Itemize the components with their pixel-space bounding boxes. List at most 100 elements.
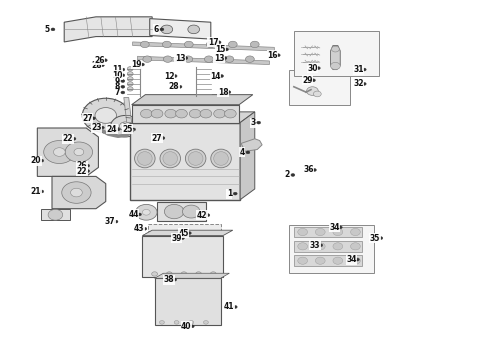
Text: 41: 41	[224, 302, 235, 311]
Polygon shape	[155, 273, 229, 278]
Circle shape	[160, 28, 164, 31]
Polygon shape	[241, 139, 262, 151]
Text: 26: 26	[94, 56, 105, 65]
Circle shape	[95, 108, 117, 123]
Text: 44: 44	[128, 210, 139, 219]
Circle shape	[379, 237, 383, 239]
Circle shape	[152, 272, 158, 276]
Circle shape	[166, 272, 172, 276]
Circle shape	[161, 25, 172, 34]
Circle shape	[161, 136, 165, 139]
Circle shape	[196, 272, 201, 276]
Circle shape	[189, 109, 201, 118]
Circle shape	[162, 41, 171, 48]
Text: 11: 11	[112, 65, 122, 74]
Polygon shape	[331, 45, 340, 69]
Text: 16: 16	[267, 51, 278, 60]
Circle shape	[120, 122, 131, 131]
Polygon shape	[138, 56, 270, 64]
Polygon shape	[294, 255, 362, 266]
Polygon shape	[143, 230, 233, 235]
Circle shape	[71, 188, 82, 197]
Circle shape	[141, 109, 152, 118]
Polygon shape	[37, 128, 98, 176]
Circle shape	[233, 192, 237, 195]
Circle shape	[350, 243, 360, 250]
Circle shape	[40, 159, 44, 162]
Ellipse shape	[160, 149, 180, 168]
Circle shape	[138, 213, 142, 216]
Polygon shape	[157, 202, 206, 221]
Text: 34: 34	[329, 223, 340, 232]
Circle shape	[331, 46, 339, 52]
Circle shape	[181, 272, 187, 276]
Polygon shape	[64, 17, 152, 42]
Text: 22: 22	[76, 167, 87, 176]
Bar	[289, 225, 374, 273]
Text: 15: 15	[216, 45, 226, 54]
Circle shape	[333, 228, 343, 235]
Polygon shape	[130, 112, 255, 123]
Circle shape	[190, 325, 194, 328]
Circle shape	[173, 75, 177, 77]
Polygon shape	[132, 95, 253, 105]
Circle shape	[103, 59, 107, 62]
Polygon shape	[124, 98, 132, 123]
Circle shape	[92, 117, 96, 120]
Circle shape	[127, 72, 133, 76]
Circle shape	[127, 67, 133, 71]
Text: 34: 34	[346, 255, 357, 264]
Circle shape	[100, 126, 104, 129]
Ellipse shape	[185, 149, 206, 168]
Text: 30: 30	[307, 64, 318, 73]
Circle shape	[312, 79, 316, 82]
Circle shape	[53, 148, 65, 156]
Text: 12: 12	[164, 72, 174, 81]
Text: 25: 25	[122, 125, 133, 134]
Text: 28: 28	[169, 82, 179, 91]
Text: 28: 28	[91, 61, 102, 70]
Circle shape	[355, 258, 359, 261]
Ellipse shape	[211, 149, 231, 168]
Text: 43: 43	[134, 224, 144, 233]
Circle shape	[165, 109, 176, 118]
Circle shape	[163, 56, 172, 62]
Circle shape	[220, 75, 223, 77]
Circle shape	[333, 257, 343, 264]
Circle shape	[51, 28, 55, 31]
Text: 39: 39	[172, 234, 182, 243]
Circle shape	[175, 109, 187, 118]
Circle shape	[172, 230, 183, 239]
Text: 21: 21	[30, 187, 41, 196]
Circle shape	[298, 228, 308, 235]
Text: 13: 13	[175, 54, 185, 63]
Ellipse shape	[214, 152, 228, 165]
Circle shape	[314, 91, 321, 97]
Circle shape	[313, 168, 317, 171]
Circle shape	[210, 272, 216, 276]
Circle shape	[184, 41, 193, 48]
Text: 20: 20	[30, 156, 41, 165]
Circle shape	[86, 170, 90, 172]
Circle shape	[184, 57, 188, 59]
Bar	[289, 69, 350, 105]
Bar	[294, 31, 379, 76]
Text: 26: 26	[76, 161, 87, 170]
Circle shape	[159, 320, 164, 324]
Circle shape	[217, 41, 221, 44]
Circle shape	[333, 243, 343, 250]
Ellipse shape	[135, 149, 155, 168]
Text: 13: 13	[214, 54, 224, 63]
Polygon shape	[148, 224, 220, 231]
Circle shape	[362, 68, 366, 71]
Text: 10: 10	[112, 71, 122, 80]
Circle shape	[276, 54, 280, 57]
Polygon shape	[155, 278, 220, 325]
Circle shape	[350, 228, 360, 235]
Circle shape	[143, 227, 147, 230]
Circle shape	[200, 109, 212, 118]
Circle shape	[143, 56, 152, 62]
Text: 7: 7	[114, 88, 120, 97]
Circle shape	[246, 151, 250, 154]
Text: 4: 4	[240, 148, 245, 157]
